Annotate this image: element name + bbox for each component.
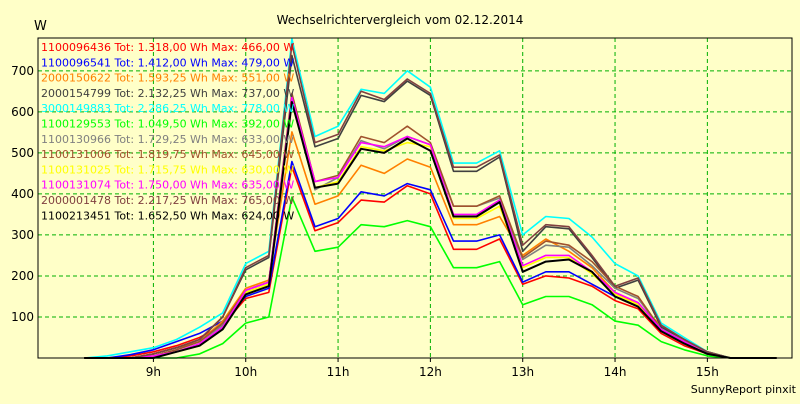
y-tick-label: 200	[11, 269, 34, 283]
chart-title: Wechselrichtervergleich vom 02.12.2014	[277, 13, 524, 27]
series-line-5	[84, 196, 777, 359]
legend: 1100096436 Tot: 1.318,00 Wh Max: 466,00 …	[41, 41, 294, 222]
x-tick-label: 12h	[419, 365, 442, 379]
x-tick-label: 14h	[604, 365, 627, 379]
legend-entry-3: 2000154799 Tot: 2.132,25 Wh Max: 737,00 …	[41, 87, 294, 100]
y-tick-label: 600	[11, 105, 34, 119]
legend-entry-10: 2000001478 Tot: 2.217,25 Wh Max: 765,00 …	[41, 194, 294, 207]
legend-entry-2: 2000150622 Tot: 1.593,25 Wh Max: 551,00 …	[41, 72, 294, 85]
x-tick-label: 13h	[511, 365, 534, 379]
x-tick-label: 15h	[696, 365, 719, 379]
legend-entry-6: 1100130966 Tot: 1.729,25 Wh Max: 633,00 …	[41, 133, 294, 146]
axes: 100 200 300 400 500 600 700 9h 10h 11h 12h 13h 14h 15…	[11, 64, 719, 379]
series-line-10	[84, 43, 777, 359]
legend-entry-0: 1100096436 Tot: 1.318,00 Wh Max: 466,00 …	[41, 41, 294, 54]
legend-entry-9: 1100131074 Tot: 1.750,00 Wh Max: 635,00 …	[41, 179, 294, 192]
series-line-9	[84, 96, 777, 359]
legend-entry-7: 1100131006 Tot: 1.819,75 Wh Max: 645,00 …	[41, 148, 294, 161]
y-tick-label: 500	[11, 146, 34, 160]
x-tick-label: 11h	[327, 365, 350, 379]
series-line-11	[84, 101, 777, 359]
legend-entry-1: 1100096541 Tot: 1.412,00 Wh Max: 479,00 …	[41, 56, 294, 69]
footer-credit: SunnyReport pinxit	[691, 383, 797, 396]
legend-entry-4: 3000149883 Tot: 2.286,25 Wh Max: 778,00 …	[41, 102, 294, 115]
y-tick-label: 400	[11, 187, 34, 201]
y-tick-label: 700	[11, 64, 34, 78]
series-line-4	[84, 37, 777, 359]
legend-entry-11: 1100213451 Tot: 1.652,50 Wh Max: 624,00 …	[41, 209, 294, 222]
plot-area	[38, 38, 792, 358]
y-axis-label: W	[34, 19, 47, 34]
series-lines	[84, 37, 777, 359]
x-tick-label: 9h	[146, 365, 161, 379]
x-tick-label: 10h	[234, 365, 257, 379]
legend-entry-8: 1100131025 Tot: 1.715,75 Wh Max: 630,00 …	[41, 163, 294, 176]
plot-border	[37, 37, 793, 359]
y-tick-label: 300	[11, 228, 34, 242]
series-line-0	[84, 166, 777, 359]
legend-entry-5: 1100129553 Tot: 1.049,50 Wh Max: 392,00 …	[41, 118, 294, 131]
y-tick-label: 100	[11, 310, 34, 324]
